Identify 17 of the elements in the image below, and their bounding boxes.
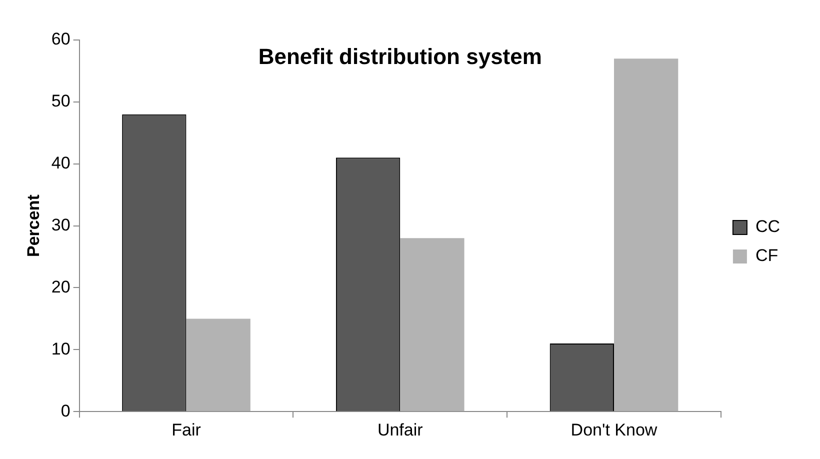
y-tick-label: 60: [51, 30, 70, 49]
x-tick-label: Unfair: [377, 420, 424, 440]
y-tick-label: 10: [51, 339, 70, 358]
y-tick-label: 40: [51, 154, 70, 173]
x-tick-label: Fair: [172, 420, 202, 440]
legend-label: CC: [755, 217, 780, 236]
legend-label: CF: [755, 246, 778, 266]
y-axis-title: Percent: [24, 194, 43, 257]
y-tick-label: 0: [60, 401, 70, 420]
chart-title: Benefit distribution system: [258, 44, 542, 70]
y-tick-label: 30: [51, 215, 70, 234]
y-tick-label: 20: [51, 277, 70, 296]
bar: [186, 318, 250, 412]
y-tick-label: 50: [51, 92, 70, 111]
x-tick-label: Don't Know: [570, 420, 658, 440]
bar: [614, 58, 678, 412]
bar: [400, 238, 464, 412]
